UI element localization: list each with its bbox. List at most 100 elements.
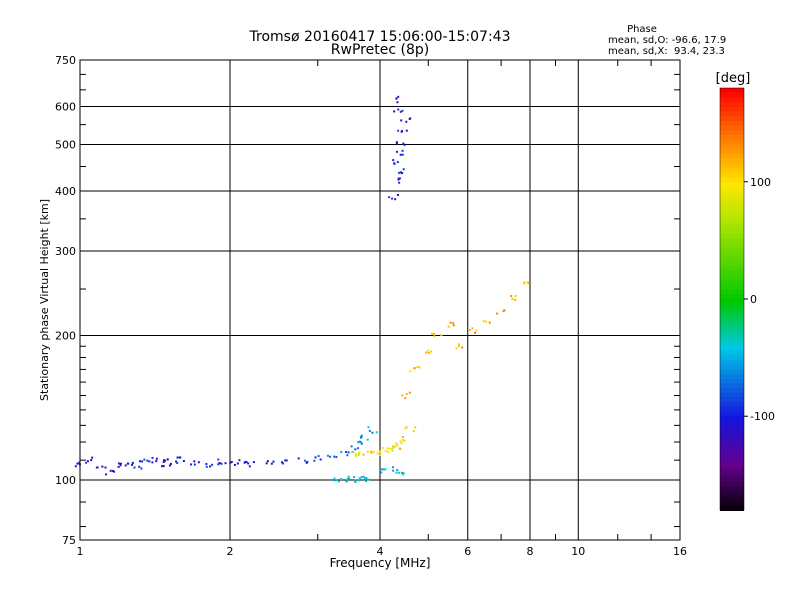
data-point — [402, 473, 405, 476]
colorbar-band — [720, 406, 744, 413]
data-point — [357, 454, 360, 457]
colorbar-band — [720, 336, 744, 343]
data-point — [396, 444, 399, 447]
data-point — [360, 476, 363, 479]
data-point — [362, 475, 365, 478]
colorbar-band — [720, 233, 744, 240]
data-point — [354, 448, 357, 451]
data-point — [449, 321, 452, 324]
y-axis-label: Stationary phase Virtual Height [km] — [38, 199, 51, 401]
axes: 1 2 4 6 8 10 16 75 100 200 300 400 500 600 750 — [55, 54, 687, 558]
data-point — [124, 464, 127, 467]
data-point — [133, 466, 136, 469]
colorbar-band — [720, 270, 744, 277]
colorbar-band — [720, 111, 744, 118]
data-point — [440, 334, 443, 337]
data-point — [393, 162, 396, 165]
data-point — [405, 120, 408, 123]
colorbar-band — [720, 322, 744, 329]
data-point — [155, 460, 158, 463]
data-point — [365, 479, 368, 482]
data-point — [326, 454, 329, 457]
y-tick-label: 400 — [55, 185, 76, 198]
data-point — [433, 335, 436, 338]
colorbar-band — [720, 106, 744, 113]
data-point — [176, 456, 179, 459]
data-point — [381, 468, 384, 471]
data-point — [372, 450, 375, 453]
data-point — [386, 447, 389, 450]
data-point — [333, 455, 336, 458]
phase-stats-x: mean, sd,X: 93.4, 23.3 — [608, 46, 725, 57]
data-point — [369, 450, 372, 453]
data-point — [382, 468, 385, 471]
colorbar-band — [720, 289, 744, 296]
data-point — [74, 465, 77, 468]
data-point — [475, 329, 478, 332]
data-point — [347, 451, 350, 454]
data-point — [190, 463, 193, 466]
data-point — [357, 441, 360, 444]
data-point — [392, 159, 395, 162]
data-point — [384, 468, 387, 471]
data-point — [398, 177, 401, 180]
data-point — [400, 130, 403, 133]
colorbar-band — [720, 491, 744, 497]
data-point — [117, 466, 120, 469]
data-point — [161, 465, 164, 468]
colorbar-band — [720, 261, 744, 268]
data-point — [119, 464, 122, 467]
data-point — [457, 345, 460, 348]
data-point — [360, 434, 363, 437]
y-tick-label: 200 — [55, 330, 76, 343]
data-point — [396, 101, 399, 104]
colorbar-band — [720, 252, 744, 258]
colorbar-band — [720, 247, 744, 254]
plot-frame — [79, 59, 681, 541]
data-point — [404, 397, 407, 400]
data-point — [391, 449, 394, 452]
data-point — [358, 477, 361, 480]
colorbar-band — [720, 280, 744, 286]
x-axis-label: Frequency [MHz] — [330, 556, 431, 570]
data-point — [391, 466, 394, 469]
data-point — [397, 177, 400, 180]
data-point — [405, 129, 408, 132]
colorbar-band — [720, 299, 744, 305]
data-point — [169, 462, 172, 465]
data-point — [398, 447, 401, 450]
data-point — [395, 141, 398, 144]
colorbar-band — [720, 172, 744, 179]
colorbar-band — [720, 148, 744, 155]
data-point — [388, 196, 391, 199]
data-point — [408, 391, 411, 394]
data-point — [398, 181, 401, 184]
data-point — [425, 351, 428, 354]
data-point — [346, 454, 349, 457]
data-point — [455, 347, 458, 350]
data-point — [398, 171, 401, 174]
data-point — [396, 193, 399, 196]
colorbar-band — [720, 495, 744, 502]
data-point — [175, 460, 178, 463]
data-point — [391, 447, 394, 450]
data-point — [408, 117, 411, 120]
data-point — [126, 462, 129, 465]
data-point — [387, 451, 390, 454]
data-point — [354, 452, 357, 455]
data-point — [397, 108, 400, 111]
colorbar-band — [720, 458, 744, 465]
data-point — [146, 459, 149, 462]
data-point — [418, 366, 421, 369]
data-point — [370, 451, 373, 454]
colorbar-band — [720, 359, 744, 366]
x-tick-label: 8 — [527, 545, 534, 558]
data-point — [395, 471, 398, 474]
y-tick-label: 100 — [55, 474, 76, 487]
data-point — [285, 459, 288, 462]
data-point — [403, 439, 406, 442]
data-point — [85, 461, 88, 464]
data-point — [155, 457, 158, 460]
data-point — [143, 458, 146, 461]
colorbar-band — [720, 341, 744, 347]
